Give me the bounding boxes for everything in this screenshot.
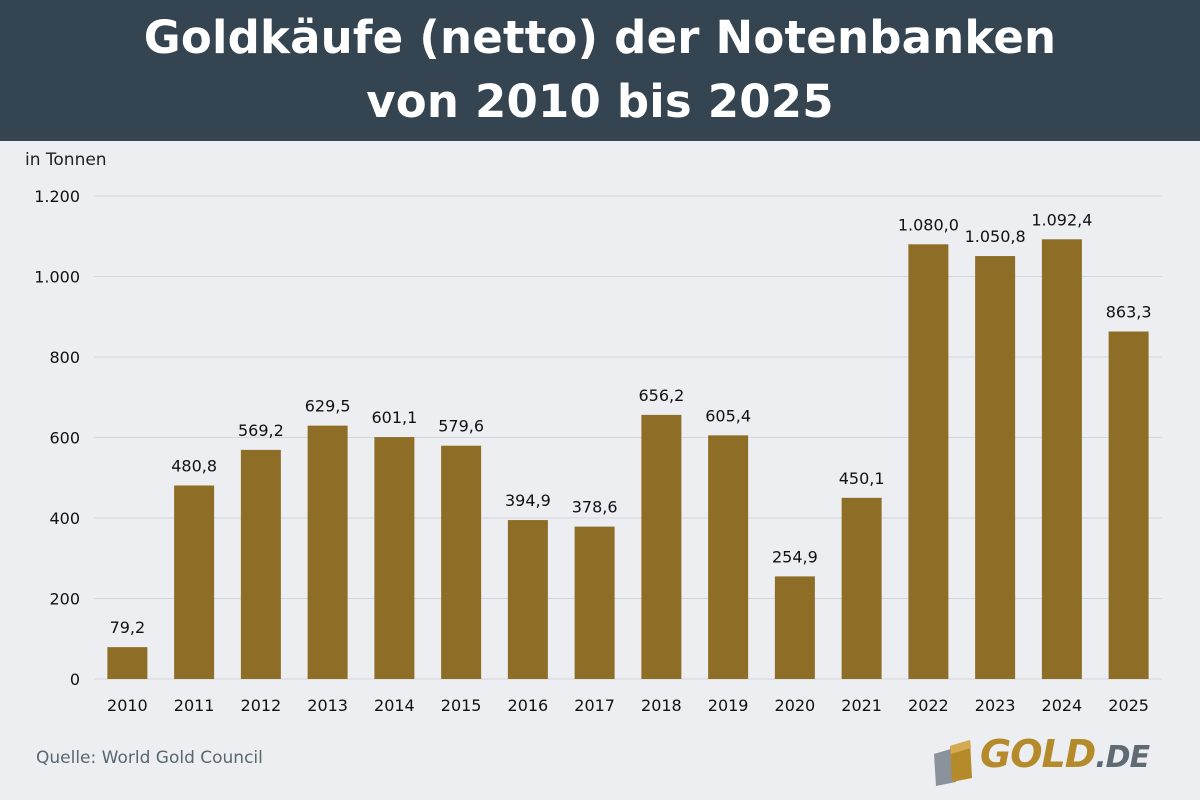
x-axis-ticks: 2010 2011 2012 2013 2014 2015 2016 2017 2018 2019… (107, 696, 1149, 715)
y-tick-label: 400 (49, 509, 80, 528)
bar-2020 (774, 576, 815, 679)
value-label-2013: 629,5 (305, 397, 351, 416)
value-label-2019: 605,4 (705, 406, 751, 425)
value-label-2014: 601,1 (371, 408, 417, 427)
y-tick-label: 800 (49, 348, 80, 367)
x-tick-label-2015: 2015 (441, 696, 482, 715)
bar-2022 (908, 244, 949, 680)
gold-bars-icon (934, 740, 972, 786)
x-tick-label-2019: 2019 (708, 696, 749, 715)
bar-2010 (107, 647, 148, 679)
y-tick-label: 200 (49, 590, 80, 609)
logo-wordmark: GOLD.DE (980, 732, 1150, 776)
value-label-2024: 1.092,4 (1031, 210, 1092, 229)
x-tick-label-2010: 2010 (107, 696, 148, 715)
y-tick-label: 1.000 (34, 268, 80, 287)
bar-2018 (641, 414, 682, 679)
value-label-2022: 1.080,0 (898, 215, 959, 234)
x-tick-label-2022: 2022 (908, 696, 949, 715)
chart-title-line-2: von 2010 bis 2025 (366, 75, 834, 128)
x-tick-label-2021: 2021 (841, 696, 882, 715)
x-tick-label-2012: 2012 (241, 696, 282, 715)
x-tick-label-2024: 2024 (1042, 696, 1083, 715)
value-label-2015: 579,6 (438, 417, 484, 436)
y-tick-label: 1.200 (34, 187, 80, 206)
x-tick-label-2013: 2013 (307, 696, 348, 715)
value-label-2023: 1.050,8 (965, 227, 1026, 246)
gold-de-logo: GOLD.DE (930, 728, 1150, 788)
chart-header: Goldkäufe (netto) der Notenbanken von 20… (0, 0, 1200, 141)
x-tick-label-2023: 2023 (975, 696, 1016, 715)
value-label-2017: 378,6 (572, 498, 618, 517)
bar-2014 (374, 437, 415, 679)
bar-2012 (240, 449, 281, 679)
bar-2019 (708, 435, 749, 679)
value-label-2012: 569,2 (238, 421, 284, 440)
chart-title-line-1: Goldkäufe (netto) der Notenbanken (143, 11, 1057, 64)
x-tick-label-2020: 2020 (775, 696, 816, 715)
x-tick-label-2016: 2016 (508, 696, 549, 715)
value-label-2020: 254,9 (772, 547, 818, 566)
bar-2015 (441, 445, 482, 679)
bar-2017 (574, 526, 615, 679)
bar-chart: 0 200 400 600 800 1.000 1.200 79,2 480,8 569,2 62… (34, 187, 1162, 715)
value-label-2025: 863,3 (1106, 303, 1152, 322)
bars (107, 239, 1149, 680)
value-label-2016: 394,9 (505, 491, 551, 510)
x-tick-label-2011: 2011 (174, 696, 215, 715)
value-label-2018: 656,2 (638, 386, 684, 405)
x-tick-label-2018: 2018 (641, 696, 682, 715)
bar-2011 (174, 485, 215, 679)
bar-2016 (507, 520, 548, 679)
y-axis-ticks: 0 200 400 600 800 1.000 1.200 (34, 187, 80, 689)
bar-2023 (975, 256, 1016, 679)
bar-2025 (1108, 331, 1149, 679)
x-tick-label-2025: 2025 (1108, 696, 1149, 715)
y-axis-unit-label: in Tonnen (25, 150, 107, 170)
source-note: Quelle: World Gold Council (36, 748, 263, 768)
value-labels: 79,2 480,8 569,2 629,5 601,1 579,6 394,9 378,6 6… (110, 210, 1152, 637)
value-label-2021: 450,1 (839, 469, 885, 488)
bar-2013 (307, 425, 348, 679)
bar-2024 (1041, 239, 1082, 679)
y-tick-label: 0 (70, 670, 80, 689)
bar-2021 (841, 497, 882, 679)
y-tick-label: 600 (49, 429, 80, 448)
x-tick-label-2014: 2014 (374, 696, 415, 715)
x-tick-label-2017: 2017 (574, 696, 615, 715)
value-label-2011: 480,8 (171, 456, 217, 475)
value-label-2010: 79,2 (110, 618, 146, 637)
